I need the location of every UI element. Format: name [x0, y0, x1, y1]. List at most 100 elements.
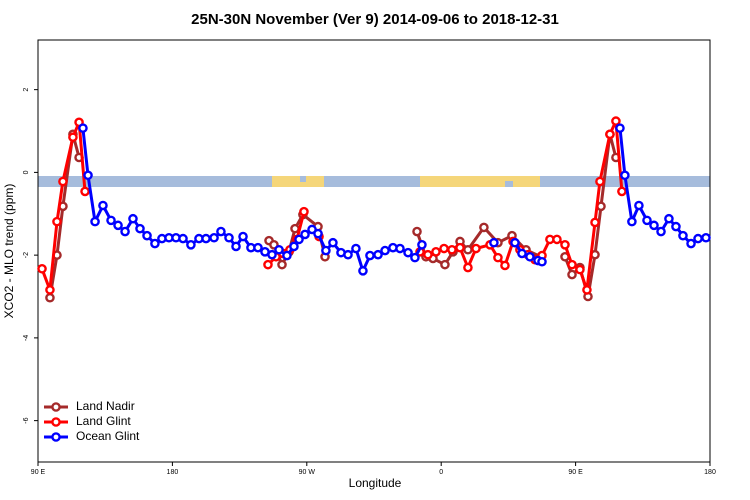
- x-tick-label: 90 W: [299, 469, 316, 476]
- data-point: [238, 231, 248, 242]
- data-point: [37, 263, 47, 274]
- x-tick-label: 180: [167, 469, 179, 476]
- data-point: [253, 242, 263, 253]
- data-point: [615, 123, 625, 133]
- series-line: [40, 119, 624, 292]
- data-point: [686, 238, 696, 249]
- data-point: [178, 233, 188, 244]
- legend-label: Land Nadir: [76, 399, 135, 413]
- data-point: [68, 132, 78, 143]
- data-point: [417, 239, 427, 250]
- x-axis-label: Longitude: [349, 476, 402, 490]
- data-point: [567, 269, 577, 280]
- chart-title: 25N-30N November (Ver 9) 2014-09-06 to 2…: [191, 11, 559, 28]
- ocean-band: [505, 181, 513, 187]
- data-point: [693, 233, 703, 244]
- data-point: [463, 244, 473, 255]
- data-point: [45, 292, 55, 303]
- data-point: [358, 266, 368, 276]
- data-point: [135, 223, 145, 234]
- data-point: [560, 239, 570, 250]
- data-point: [605, 129, 615, 140]
- data-point: [282, 250, 292, 261]
- x-tick-label: 180: [704, 469, 716, 476]
- data-point: [447, 244, 457, 255]
- data-point: [403, 247, 413, 258]
- data-point: [274, 244, 284, 255]
- data-point: [209, 232, 219, 243]
- data-point: [489, 237, 499, 248]
- data-point: [439, 243, 449, 254]
- ocean-band: [300, 176, 306, 182]
- data-point: [595, 176, 605, 187]
- data-point: [500, 260, 510, 271]
- data-point: [106, 215, 116, 226]
- data-point: [90, 216, 100, 227]
- data-point: [343, 249, 353, 260]
- data-point: [231, 241, 241, 252]
- data-point: [567, 259, 577, 270]
- data-point: [656, 226, 666, 237]
- data-point: [412, 226, 422, 237]
- data-point: [552, 234, 562, 245]
- data-point: [289, 241, 299, 252]
- data-point: [649, 220, 659, 231]
- data-point: [277, 259, 287, 270]
- data-point: [423, 249, 433, 260]
- y-tick-label: 0: [23, 170, 30, 174]
- data-point: [201, 233, 211, 244]
- y-tick-label: -2: [23, 252, 30, 258]
- data-point: [78, 123, 88, 133]
- data-point: [98, 200, 108, 211]
- data-point: [45, 285, 55, 295]
- land-mask-band: [38, 176, 710, 187]
- data-point: [300, 229, 310, 240]
- data-point: [224, 232, 234, 243]
- data-point: [328, 237, 338, 248]
- data-point: [431, 247, 441, 257]
- data-point: [128, 213, 138, 224]
- data-point: [263, 259, 273, 270]
- data-point: [186, 239, 196, 250]
- data-point: [493, 252, 503, 263]
- data-point: [590, 217, 600, 228]
- data-point: [627, 216, 637, 227]
- data-point: [664, 213, 674, 224]
- data-point: [83, 170, 93, 181]
- y-axis-label: XCO2 - MLO trend (ppm): [2, 184, 16, 319]
- y-tick-label: -6: [23, 417, 30, 423]
- data-point: [380, 245, 390, 256]
- data-point: [678, 230, 688, 241]
- data-point: [611, 116, 621, 126]
- data-point: [365, 250, 375, 261]
- data-point: [617, 186, 627, 197]
- data-point: [321, 245, 331, 256]
- data-point: [455, 242, 465, 253]
- data-point: [294, 234, 304, 245]
- data-point: [373, 249, 383, 260]
- legend-marker: [51, 402, 61, 412]
- data-point: [525, 251, 535, 262]
- legend-marker: [51, 417, 61, 427]
- data-point: [395, 243, 405, 254]
- data-point: [351, 243, 361, 254]
- data-point: [671, 221, 681, 232]
- data-point: [582, 285, 592, 295]
- data-point: [120, 226, 130, 237]
- data-point: [620, 170, 630, 181]
- x-tick-label: 90 E: [568, 469, 583, 476]
- data-point: [440, 259, 450, 270]
- data-point: [80, 186, 90, 197]
- data-point: [510, 237, 520, 248]
- data-point: [267, 249, 277, 260]
- data-point: [463, 262, 473, 273]
- legend-marker: [51, 432, 61, 442]
- data-point: [52, 216, 62, 227]
- y-tick-label: 2: [23, 88, 30, 92]
- land-band: [272, 176, 324, 187]
- data-point: [113, 220, 123, 231]
- legend-label: Ocean Glint: [76, 429, 140, 443]
- data-point: [634, 200, 644, 211]
